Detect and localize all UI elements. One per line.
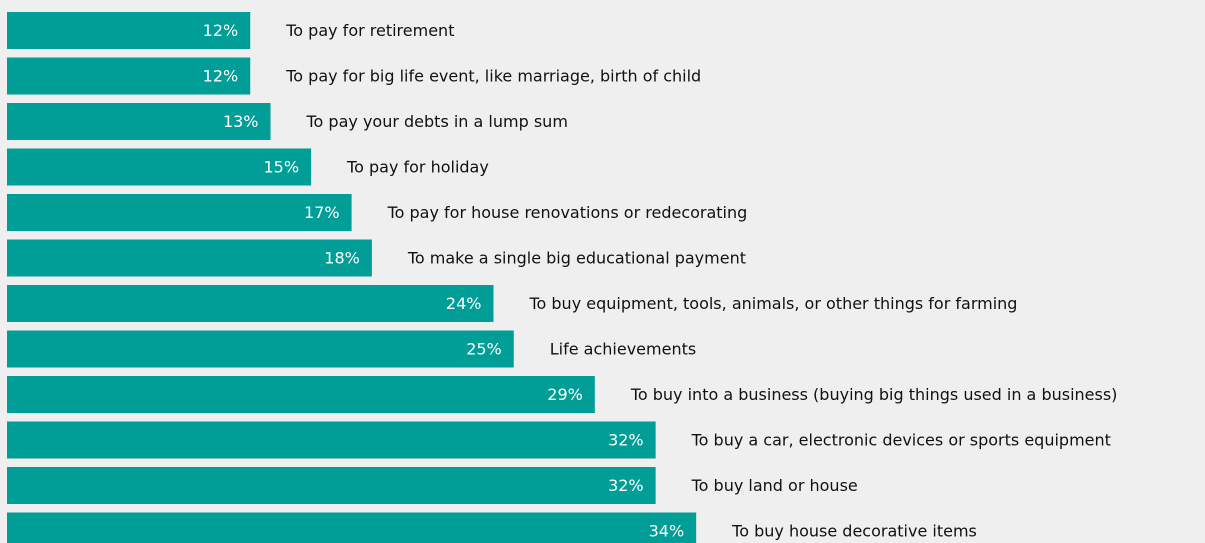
bar [7, 239, 372, 277]
category-label: To buy land or house [691, 476, 858, 495]
category-label: To pay for holiday [346, 158, 489, 177]
value-label: 25% [466, 340, 502, 359]
value-label: 17% [304, 203, 340, 222]
category-label: To buy house decorative items [731, 522, 977, 541]
bar [7, 148, 312, 186]
bar [7, 330, 514, 368]
value-label: 29% [547, 385, 583, 404]
category-label: To pay for big life event, like marriage… [285, 67, 701, 86]
bar [7, 376, 595, 413]
value-label: 15% [263, 158, 299, 177]
category-label: To buy a car, electronic devices or spor… [691, 431, 1111, 450]
value-label: 12% [203, 67, 239, 86]
category-label: To pay for house renovations or redecora… [387, 203, 748, 222]
bar [7, 512, 697, 543]
value-label: 13% [223, 112, 259, 131]
bar [7, 103, 271, 140]
value-label: 34% [649, 522, 685, 541]
value-label: 12% [203, 21, 239, 40]
bar [7, 194, 352, 231]
bar [7, 57, 251, 95]
category-label: To make a single big educational payment [407, 249, 746, 268]
bar [7, 467, 656, 504]
value-label: 32% [608, 431, 644, 450]
value-label: 32% [608, 476, 644, 495]
category-label: To pay for retirement [285, 21, 454, 40]
bar [7, 285, 494, 322]
bar [7, 12, 251, 49]
category-label: To buy equipment, tools, animals, or oth… [528, 294, 1017, 313]
value-label: 24% [446, 294, 482, 313]
category-label: To pay your debts in a lump sum [306, 112, 568, 131]
category-label: Life achievements [550, 340, 696, 359]
bar [7, 421, 656, 459]
value-label: 18% [324, 249, 360, 268]
category-label: To buy into a business (buying big thing… [630, 385, 1118, 404]
